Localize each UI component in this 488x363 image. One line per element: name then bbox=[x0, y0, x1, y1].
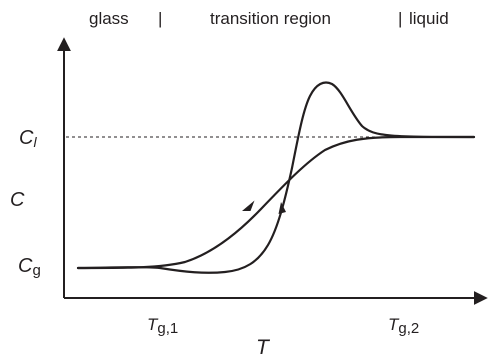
region-label-glass: glass bbox=[89, 9, 129, 28]
heating-direction-arrow bbox=[278, 202, 286, 214]
cooling-curve bbox=[76, 135, 476, 270]
x-label-tg2: Tg,2 bbox=[388, 315, 419, 337]
y-label-c-liquid: Cl bbox=[19, 127, 37, 150]
region-label-transition: transition region bbox=[210, 9, 331, 28]
region-separator-left: | bbox=[158, 9, 162, 28]
cooling-direction-arrow bbox=[242, 200, 255, 211]
y-axis-label-c: C bbox=[10, 189, 25, 211]
x-axis-label-t: T bbox=[256, 336, 271, 358]
heating-curve bbox=[76, 81, 476, 274]
x-label-tg1: Tg,1 bbox=[147, 315, 178, 337]
y-label-c-glass: Cg bbox=[18, 255, 41, 279]
region-label-liquid: liquid bbox=[409, 9, 449, 28]
region-separator-right: | bbox=[398, 9, 402, 28]
